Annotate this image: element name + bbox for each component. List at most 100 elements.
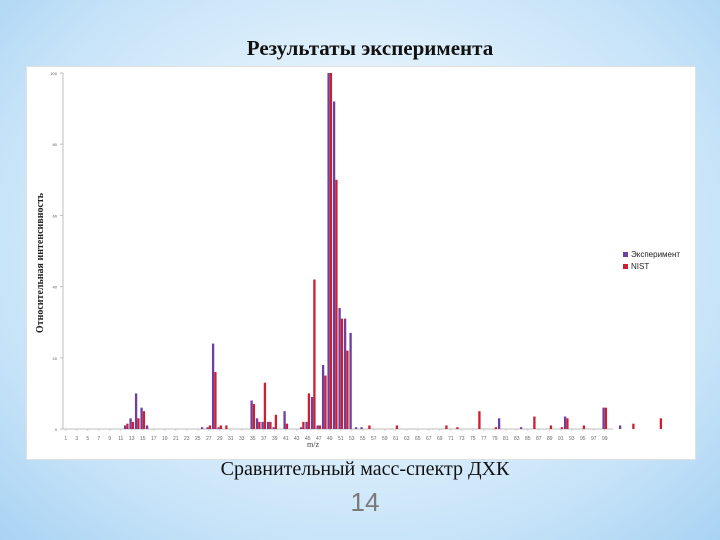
bar-experiment bbox=[250, 400, 253, 429]
x-tick-label: 83 bbox=[514, 436, 520, 442]
bar-nist bbox=[560, 427, 564, 429]
x-tick-label: 99 bbox=[602, 436, 608, 442]
bar-experiment bbox=[266, 421, 270, 429]
x-tick-label: 55 bbox=[360, 436, 366, 442]
bar-nist bbox=[208, 425, 212, 429]
x-tick-label: 17 bbox=[151, 436, 157, 442]
bar-experiment bbox=[343, 318, 347, 429]
bar-experiment bbox=[123, 425, 127, 429]
y-tick-label: 60 bbox=[53, 213, 58, 218]
x-tick-label: 21 bbox=[173, 436, 179, 442]
bar-nist bbox=[307, 393, 311, 429]
legend-swatch bbox=[623, 252, 628, 257]
y-tick-label: 0 bbox=[55, 427, 58, 432]
mass-spectrum-chart: 0 20 40 60 80 100 1 3 5 7 9 11 13 15 17 19 21 23 25 27 29 31 3… bbox=[26, 66, 696, 460]
bar-experiment bbox=[299, 427, 303, 429]
x-tick-label: 91 bbox=[558, 436, 564, 442]
chart-legend: Эксперимент NIST bbox=[623, 250, 680, 271]
y-axis-label: Относительная интенсивность bbox=[35, 192, 46, 333]
x-tick-label: 61 bbox=[393, 436, 399, 442]
bar-experiment bbox=[129, 418, 132, 429]
x-axis-label: m/z bbox=[307, 440, 319, 449]
bar-nist bbox=[142, 411, 146, 429]
chart-bars bbox=[123, 73, 663, 430]
x-tick-label: 35 bbox=[250, 436, 256, 442]
x-tick-label: 33 bbox=[239, 436, 245, 442]
x-tick-label: 59 bbox=[382, 436, 388, 442]
bar-nist bbox=[219, 425, 223, 429]
bar-experiment bbox=[360, 427, 363, 429]
x-tick-label: 75 bbox=[470, 436, 476, 442]
x-tick-label: 27 bbox=[206, 436, 212, 442]
x-tick-label: 7 bbox=[97, 436, 100, 442]
bar-experiment bbox=[321, 364, 325, 429]
legend-label: Эксперимент bbox=[631, 250, 680, 259]
bar-nist bbox=[329, 73, 333, 429]
bar-nist bbox=[313, 279, 316, 429]
x-tick-label: 37 bbox=[261, 436, 267, 442]
bar-experiment bbox=[316, 425, 319, 429]
bar-nist bbox=[252, 404, 256, 429]
x-tick-label: 53 bbox=[349, 436, 355, 442]
bar-nist bbox=[302, 421, 305, 429]
bar-experiment bbox=[217, 427, 220, 429]
bar-experiment bbox=[310, 396, 314, 429]
x-tick-label: 63 bbox=[404, 436, 410, 442]
x-tick-label: 69 bbox=[437, 436, 443, 442]
bar-experiment bbox=[563, 416, 567, 429]
x-tick-label: 95 bbox=[580, 436, 586, 442]
bar-nist bbox=[126, 423, 129, 429]
bar-nist bbox=[368, 425, 371, 429]
slide-caption: Сравнительный масс-спектр ДХК bbox=[220, 458, 510, 480]
x-tick-label: 23 bbox=[184, 436, 190, 442]
x-tick-label: 73 bbox=[459, 436, 465, 442]
chart-axes bbox=[62, 73, 613, 430]
bar-nist bbox=[318, 425, 322, 429]
bar-nist bbox=[131, 421, 135, 429]
bar-nist bbox=[346, 350, 349, 429]
bar-nist bbox=[137, 418, 140, 429]
x-tick-label: 71 bbox=[448, 436, 454, 442]
x-tick-label: 29 bbox=[217, 436, 223, 442]
x-tick-label: 5 bbox=[86, 436, 89, 442]
x-tick-label: 67 bbox=[426, 436, 432, 442]
x-tick-label: 11 bbox=[118, 436, 123, 442]
x-tick-label: 79 bbox=[492, 436, 498, 442]
bar-nist bbox=[604, 407, 608, 429]
bar-experiment bbox=[134, 393, 138, 429]
x-tick-label: 65 bbox=[415, 436, 421, 442]
bar-experiment bbox=[255, 418, 259, 429]
x-tick-label: 97 bbox=[591, 436, 597, 442]
x-tick-label: 3 bbox=[75, 436, 78, 442]
bar-nist bbox=[582, 425, 586, 429]
bar-experiment bbox=[618, 425, 622, 429]
bar-experiment bbox=[349, 332, 352, 429]
bar-experiment bbox=[332, 101, 336, 430]
bar-nist bbox=[494, 427, 498, 429]
bar-nist bbox=[324, 375, 327, 429]
bar-experiment bbox=[272, 427, 275, 429]
x-tick-label: 41 bbox=[283, 436, 289, 442]
x-tick-label: 57 bbox=[371, 436, 377, 442]
bar-nist bbox=[456, 427, 459, 429]
bar-nist bbox=[632, 423, 635, 429]
x-tick-label: 39 bbox=[272, 436, 278, 442]
x-tick-label: 31 bbox=[228, 436, 234, 442]
x-tick-label: 9 bbox=[108, 436, 111, 442]
bar-experiment bbox=[602, 407, 605, 429]
bar-experiment bbox=[305, 421, 308, 429]
page-number: 14 bbox=[350, 487, 380, 517]
bar-nist bbox=[395, 425, 399, 429]
y-tick-label: 40 bbox=[53, 285, 58, 290]
bar-nist bbox=[335, 179, 338, 429]
legend-swatch bbox=[623, 264, 628, 269]
bar-nist bbox=[274, 414, 278, 429]
x-tick-label: 1 bbox=[64, 436, 67, 442]
bar-nist bbox=[549, 425, 553, 429]
bar-nist bbox=[263, 382, 267, 429]
bar-experiment bbox=[327, 73, 330, 429]
x-tick-label: 19 bbox=[162, 436, 168, 442]
bar-nist bbox=[533, 416, 536, 429]
